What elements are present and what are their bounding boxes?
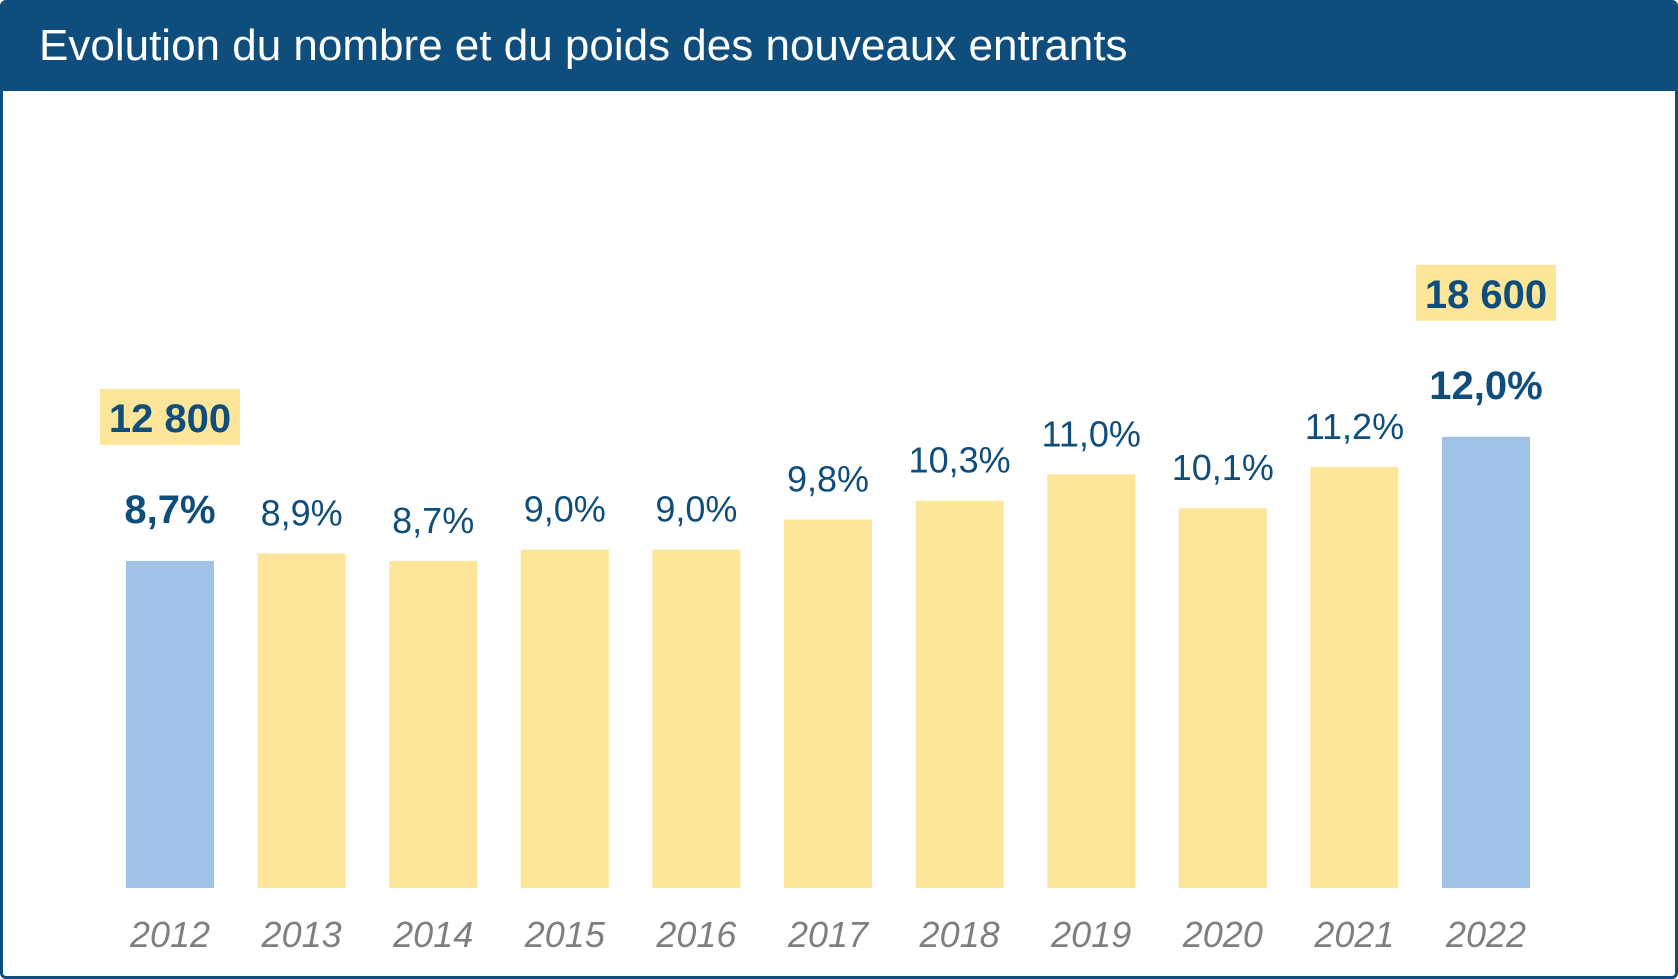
year-label-2015: 2015 — [524, 914, 606, 955]
bar-2022 — [1442, 436, 1530, 888]
value-label-2016: 9,0% — [655, 489, 737, 530]
value-label-2013: 8,9% — [261, 492, 343, 533]
chart-header: Evolution du nombre et du poids des nouv… — [3, 3, 1675, 91]
value-label-2014: 8,7% — [392, 500, 474, 541]
bar-2016 — [652, 549, 741, 888]
bar-2013 — [257, 553, 346, 888]
year-label-2021: 2021 — [1313, 914, 1394, 955]
bar-2015 — [520, 549, 609, 888]
bar-2020 — [1178, 508, 1267, 888]
bar-2018 — [915, 500, 1004, 888]
bar-2012 — [126, 560, 214, 888]
year-label-2018: 2018 — [919, 914, 1000, 955]
bar-chart: 8,7% 2012 8,9% 2013 8,7% 2014 9,0% 2015 9,0% 2016… — [100, 264, 1556, 955]
bar-2021 — [1310, 466, 1399, 888]
callout-label-2022: 18 600 — [1425, 273, 1547, 317]
year-label-2019: 2019 — [1050, 914, 1131, 955]
value-label-2012: 8,7% — [124, 488, 215, 532]
year-label-2014: 2014 — [392, 914, 473, 955]
value-label-2022: 12,0% — [1429, 364, 1542, 408]
year-label-2012: 2012 — [129, 914, 210, 955]
year-label-2016: 2016 — [655, 914, 737, 955]
value-label-2018: 10,3% — [909, 440, 1011, 481]
bar-2014 — [389, 560, 478, 888]
bar-2017 — [784, 519, 872, 888]
callout-box-2022 — [1416, 264, 1556, 321]
year-label-2017: 2017 — [787, 914, 870, 955]
callout-label-2012: 12 800 — [109, 397, 231, 441]
year-label-2013: 2013 — [261, 914, 342, 955]
value-label-2020: 10,1% — [1172, 447, 1274, 488]
callout-box-2012 — [100, 388, 240, 445]
value-label-2015: 9,0% — [524, 489, 606, 530]
value-label-2019: 11,0% — [1041, 413, 1140, 454]
value-label-2021: 11,2% — [1305, 406, 1404, 447]
value-label-2017: 9,8% — [787, 459, 869, 500]
year-label-2022: 2022 — [1445, 914, 1526, 955]
bar-2019 — [1047, 474, 1136, 888]
year-label-2020: 2020 — [1182, 914, 1263, 955]
chart-title: Evolution du nombre et du poids des nouv… — [39, 21, 1128, 70]
